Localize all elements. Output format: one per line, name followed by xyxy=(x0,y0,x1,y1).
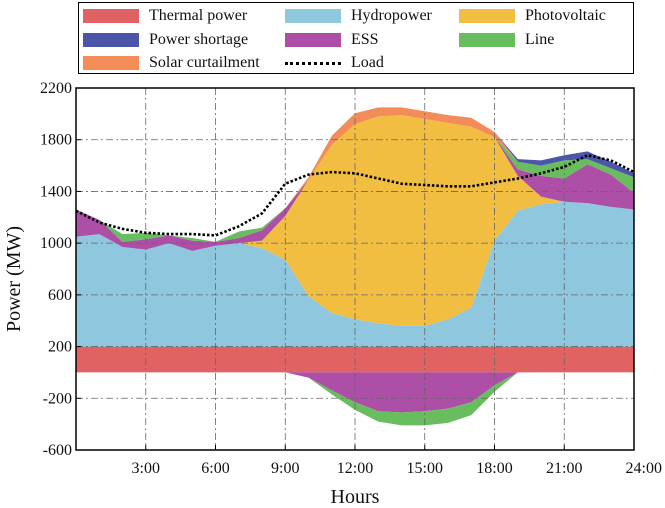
legend-item-shortage: Power shortage xyxy=(83,30,248,50)
legend-swatch-load xyxy=(285,61,341,65)
x-tick-label: 21:00 xyxy=(546,460,582,477)
x-tick-label: 9:00 xyxy=(271,460,299,477)
x-axis-title: Hours xyxy=(331,486,380,508)
legend-swatch-pv xyxy=(459,9,515,23)
legend-item-curtail: Solar curtailment xyxy=(83,53,260,73)
x-tick-label: 12:00 xyxy=(337,460,373,477)
y-tick-label: 600 xyxy=(48,287,72,304)
area-hydropower xyxy=(76,201,634,347)
y-axis: 2200 1800 1400 1000 600 200 -200 -600 xyxy=(40,80,81,459)
y-tick-label: 1400 xyxy=(40,183,72,200)
legend-item-ess: ESS xyxy=(285,30,379,50)
legend-swatch-ess xyxy=(285,33,341,47)
area-line-export xyxy=(76,372,634,426)
legend-label-thermal: Thermal power xyxy=(149,7,248,24)
legend: Thermal power Power shortage Solar curta… xyxy=(78,2,634,74)
y-tick-label: -200 xyxy=(43,390,72,407)
y-tick-label: 1000 xyxy=(40,235,72,252)
x-tick-label: 6:00 xyxy=(201,460,229,477)
legend-item-thermal: Thermal power xyxy=(83,6,247,26)
load-line-group xyxy=(75,153,635,237)
y-tick-label: 200 xyxy=(48,339,72,356)
grid-lines xyxy=(76,88,634,450)
legend-item-hydro: Hydropower xyxy=(285,6,432,26)
legend-swatch-line xyxy=(459,33,515,47)
x-tick-label: 18:00 xyxy=(476,460,512,477)
y-tick-label: 2200 xyxy=(40,80,72,97)
legend-label-ess: ESS xyxy=(351,31,379,48)
legend-label-hydro: Hydropower xyxy=(351,7,432,24)
x-axis: 3:00 6:00 9:00 12:00 15:00 18:00 21:00 24:00 xyxy=(132,445,662,477)
legend-label-curtail: Solar curtailment xyxy=(149,54,260,71)
x-tick-label: 3:00 xyxy=(132,460,160,477)
x-tick-label: 24:00 xyxy=(626,460,662,477)
legend-label-shortage: Power shortage xyxy=(149,31,249,48)
legend-item-load: Load xyxy=(285,53,384,73)
load-line xyxy=(75,153,635,237)
legend-label-load: Load xyxy=(351,54,384,71)
legend-label-pv: Photovoltaic xyxy=(525,7,606,24)
legend-label-line: Line xyxy=(525,31,555,48)
x-tick-label: 15:00 xyxy=(407,460,443,477)
y-tick-label: 1800 xyxy=(40,132,72,149)
legend-swatch-thermal xyxy=(83,9,139,23)
y-tick-label: -600 xyxy=(43,442,72,459)
y-axis-title: Power (MW) xyxy=(3,226,25,332)
legend-swatch-curtail xyxy=(83,56,139,70)
legend-item-pv: Photovoltaic xyxy=(459,6,606,26)
legend-item-line: Line xyxy=(459,30,554,50)
legend-swatch-shortage xyxy=(83,33,139,47)
legend-swatch-hydro xyxy=(285,9,341,23)
